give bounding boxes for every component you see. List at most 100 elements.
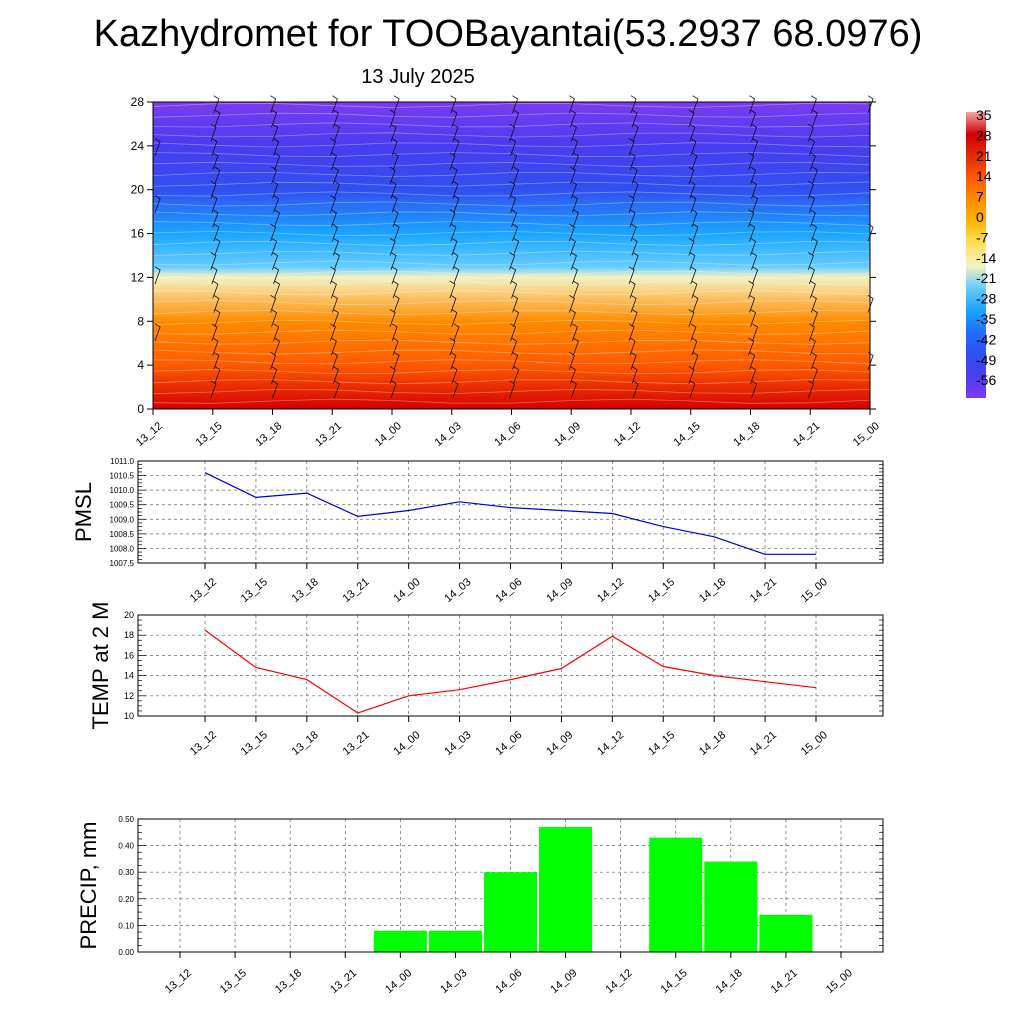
wind-barb [811, 166, 818, 185]
wind-barb [391, 266, 398, 285]
wind-barb [331, 351, 338, 370]
wind-barb [630, 95, 637, 114]
wind-barb [631, 309, 638, 327]
wind-barb [512, 294, 519, 313]
wind-barb [452, 252, 459, 270]
wind-barb [274, 280, 281, 299]
colorbar-label: 35 [976, 107, 992, 123]
wind-barb [510, 138, 517, 156]
precip-bar [539, 826, 593, 952]
x-tick-label: 13_12 [163, 967, 194, 996]
wind-barb [811, 309, 818, 327]
colorbar-label: 0 [976, 209, 984, 225]
heatmap-contour-line [152, 329, 871, 335]
wind-barb [212, 337, 219, 356]
wind-barb [272, 180, 279, 199]
x-tick-label: 13_18 [290, 729, 321, 758]
wind-barb [214, 309, 221, 327]
heatmap-contour-line [152, 171, 871, 178]
wind-barb [274, 152, 281, 171]
colorbar-label: -35 [976, 311, 996, 327]
wind-barb [393, 351, 400, 370]
wind-barb [571, 266, 578, 285]
wind-barb [331, 294, 338, 313]
wind-barb [569, 109, 576, 128]
x-tick-label: 14_06 [493, 729, 524, 758]
y-axis-label: TEMP at 2 M [88, 602, 113, 730]
heatmap-contour-line [152, 230, 871, 237]
wind-barb [811, 237, 818, 256]
y-tick-label: 1007.5 [110, 559, 135, 568]
wind-barb [272, 252, 279, 270]
wind-barb [449, 209, 456, 228]
wind-barb [628, 138, 635, 156]
y-tick-label: 1010.0 [110, 486, 135, 495]
series-line [204, 472, 816, 555]
y-tick-label: 1008.5 [110, 530, 135, 539]
wind-barb [154, 138, 161, 156]
wind-barb [570, 180, 577, 199]
wind-barb [811, 366, 818, 384]
wind-barb [688, 166, 695, 185]
wind-barb [811, 109, 818, 128]
wind-barb [751, 252, 758, 270]
wind-barb [453, 195, 460, 213]
wind-barb [509, 380, 516, 399]
wind-barb [689, 380, 696, 399]
y-tick-label: 18 [124, 630, 134, 640]
wind-barb [453, 266, 460, 285]
y-axis-label: PMSL [71, 482, 96, 542]
heatmap-contour-line [152, 142, 871, 148]
wind-barb [630, 223, 637, 242]
wind-barb [568, 95, 575, 114]
wind-barb [750, 237, 757, 256]
wind-barb [212, 209, 219, 228]
wind-barb [332, 237, 339, 256]
y-tick-label: 1010.5 [110, 472, 135, 481]
x-tick-label: 14_15 [646, 576, 677, 605]
wind-barb [688, 309, 695, 327]
wind-barb [332, 109, 339, 128]
wind-barb [211, 195, 218, 213]
wind-barb [569, 237, 576, 256]
wind-barb [451, 166, 458, 185]
wind-barb [393, 223, 400, 242]
wind-barb [212, 280, 219, 299]
wind-barb [333, 380, 340, 399]
wind-barb [509, 252, 516, 270]
heatmap-y-tick-label: 8 [137, 314, 144, 328]
y-tick-label: 0.30 [118, 868, 134, 877]
wind-barb [513, 366, 520, 384]
heatmap-x-tick-label: 14_12 [612, 420, 643, 449]
x-tick-label: 13_21 [341, 729, 372, 758]
wind-barb [214, 366, 221, 384]
wind-barb [271, 166, 278, 185]
wind-barb [688, 237, 695, 256]
x-tick-label: 13_15 [239, 729, 270, 758]
wind-barb [810, 223, 817, 242]
wind-barb [749, 95, 756, 114]
wind-barb [511, 209, 518, 228]
wind-barb [510, 266, 517, 285]
x-tick-label: 13_12 [188, 729, 219, 758]
heatmap-x-tick-label: 14_06 [492, 420, 523, 449]
wind-barb [333, 180, 340, 199]
wind-barb [810, 351, 817, 370]
x-tick-label: 14_12 [603, 967, 634, 996]
wind-barb [688, 109, 695, 128]
wind-barb [752, 266, 759, 285]
wind-barb [451, 237, 458, 256]
x-tick-label: 13_21 [341, 576, 372, 605]
wind-barb [512, 351, 519, 370]
wind-barb [749, 294, 756, 313]
wind-barb [808, 195, 815, 213]
wind-barb [273, 323, 280, 342]
wind-barb [391, 138, 398, 156]
x-tick-label: 14_03 [438, 967, 469, 996]
wind-barb [213, 351, 220, 370]
wind-barb [332, 166, 339, 185]
wind-barb [274, 209, 281, 228]
pmsl-panel: 1011.0 1010.5 1010.0 1009.5 1009.0 1008.5 1008… [71, 457, 884, 605]
wind-barb [751, 123, 758, 142]
